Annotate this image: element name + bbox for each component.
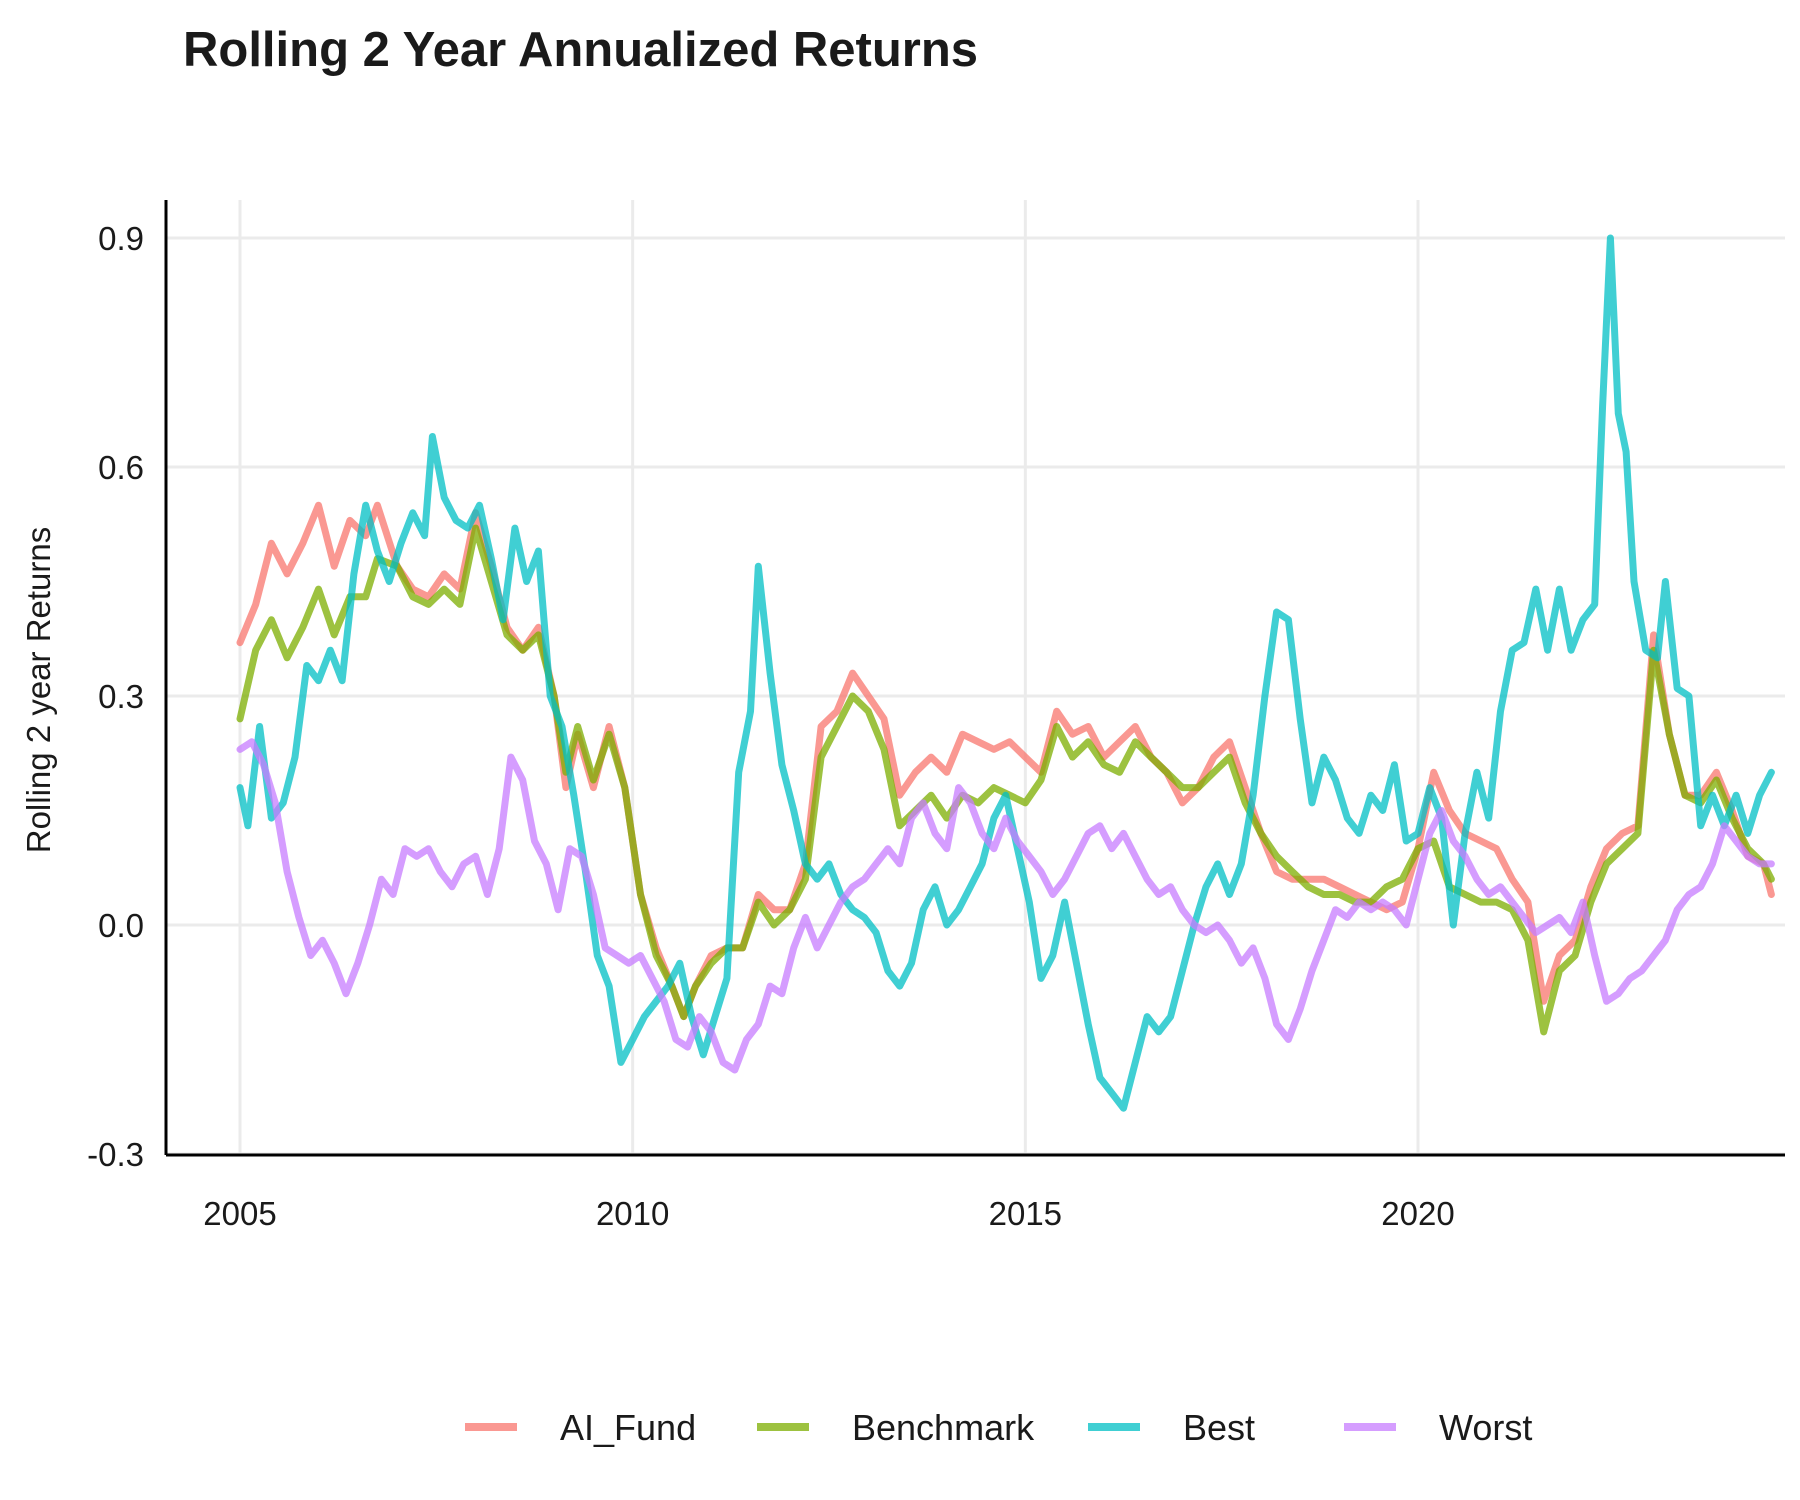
- y-tick-label: 0.3: [98, 678, 144, 715]
- x-tick-label: 2005: [203, 1195, 276, 1232]
- y-axis-title: Rolling 2 year Returns: [20, 527, 57, 854]
- chart-title: Rolling 2 Year Annualized Returns: [183, 23, 979, 77]
- x-gridlines: [238, 200, 1420, 1155]
- legend-label: AI_Fund: [560, 1407, 696, 1448]
- legend: AI_Fund Benchmark Best Worst: [465, 1407, 1532, 1448]
- y-tick-label: 0.9: [98, 220, 144, 257]
- y-tick-labels: -0.3 0.0 0.3 0.6 0.9: [87, 220, 144, 1173]
- x-tick-label: 2010: [596, 1195, 669, 1232]
- y-tick-label: 0.6: [98, 449, 144, 486]
- series-line-ai-fund: [236, 501, 1775, 1021]
- legend-item-ai-fund: AI_Fund: [465, 1407, 696, 1448]
- series-lines: [236, 234, 1775, 1112]
- legend-label: Worst: [1439, 1407, 1532, 1448]
- series-line-worst: [236, 738, 1775, 1074]
- legend-item-benchmark: Benchmark: [757, 1407, 1035, 1448]
- x-tick-label: 2015: [989, 1195, 1062, 1232]
- x-tick-labels: 2005 2010 2015 2020: [203, 1195, 1454, 1232]
- y-tick-label: 0.0: [98, 907, 144, 944]
- legend-label: Best: [1183, 1407, 1255, 1448]
- y-tick-label: -0.3: [87, 1136, 144, 1173]
- legend-item-best: Best: [1088, 1407, 1255, 1448]
- legend-item-worst: Worst: [1344, 1407, 1532, 1448]
- legend-label: Benchmark: [852, 1407, 1035, 1448]
- x-tick-label: 2020: [1381, 1195, 1454, 1232]
